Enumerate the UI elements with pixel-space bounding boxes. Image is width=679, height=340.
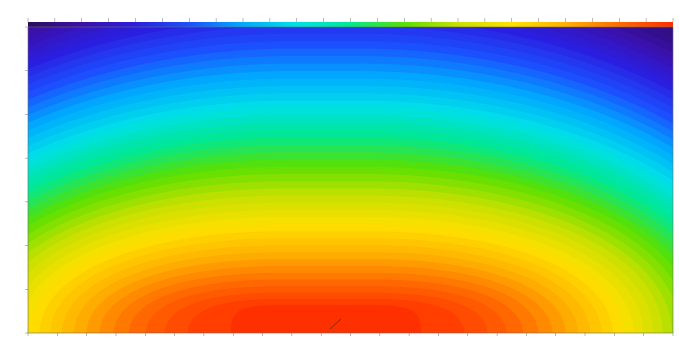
colorbar [27, 18, 674, 27]
peak-annotation [329, 318, 342, 330]
colorbar-ticks [27, 18, 674, 22]
x-axis-ticks [27, 333, 674, 336]
colorbar-strip [28, 22, 673, 27]
annotation-leader [329, 318, 342, 330]
y-axis-ticks [25, 26, 28, 334]
heatmap-contour-band [231, 305, 421, 333]
